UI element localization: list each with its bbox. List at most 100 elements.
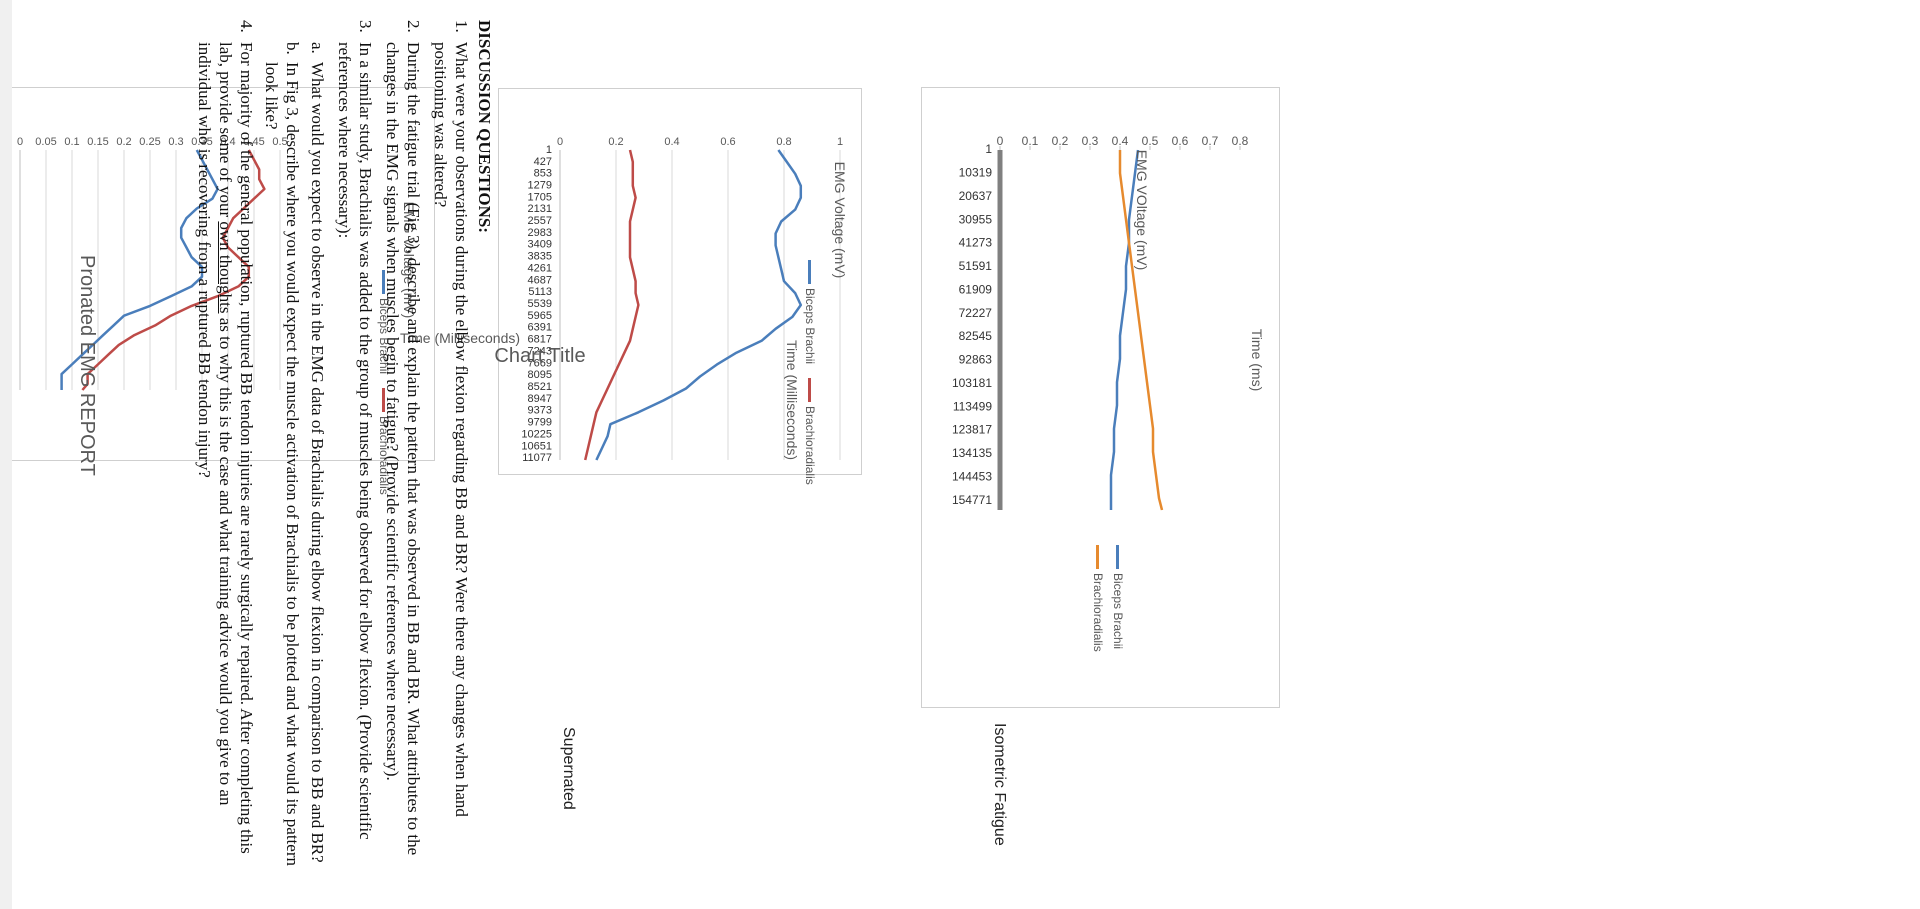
- legend-label: Biceps Brachii: [803, 288, 817, 365]
- x-tick-label: 7669: [528, 357, 552, 369]
- y-tick-label: 0.05: [35, 136, 56, 148]
- question-text: What were your observations during the e…: [431, 42, 471, 817]
- x-tick-label: 7243: [528, 345, 552, 357]
- pronated-chart-title: Pronated EMG REPORT: [76, 255, 98, 476]
- x-tick-label: 1: [985, 142, 992, 156]
- y-tick-label: 0.4: [1112, 134, 1129, 148]
- y-tick-label: 0.2: [116, 136, 131, 148]
- x-tick-label: 1705: [528, 191, 552, 203]
- x-tick-label: 3409: [528, 239, 552, 251]
- isometric-y-axis-label: EMG VOltage (mV): [1134, 149, 1150, 271]
- x-tick-label: 30955: [959, 212, 993, 226]
- legend-item-biceps: Biceps Brachii: [1111, 545, 1125, 649]
- x-tick-label: 20637: [959, 189, 993, 203]
- x-tick-label: 5539: [528, 298, 552, 310]
- y-tick-label: 0.5: [1142, 134, 1159, 148]
- x-tick-label: 1279: [528, 179, 552, 191]
- y-tick-label: 0.4: [220, 136, 235, 148]
- legend-item-brachioradialis: Brachioradialis: [803, 378, 817, 485]
- x-tick-label: 10651: [521, 440, 552, 452]
- x-tick-label: 9373: [528, 405, 552, 417]
- series-line-brachioradialis: [1118, 150, 1164, 511]
- question-4: 4. For majority of the general population…: [194, 20, 257, 870]
- legend-item-brachioradialis: Brachioradialis: [1091, 545, 1105, 652]
- x-tick-label: 11077: [522, 452, 552, 464]
- question-number: 3.: [356, 20, 375, 33]
- y-tick-label: 0.8: [776, 136, 791, 148]
- y-tick-label: 0.3: [168, 136, 183, 148]
- y-tick-label: 0.6: [1172, 134, 1189, 148]
- isometric-legend: Biceps Brachii Brachioradialis: [1091, 545, 1125, 652]
- question-number: 4.: [237, 20, 256, 33]
- x-tick-label: 5113: [528, 286, 552, 298]
- sub-question-label: b.: [283, 42, 302, 55]
- y-tick-label: 0.25: [139, 136, 160, 148]
- sub-question-text: What would you expect to observe in the …: [308, 62, 327, 863]
- x-tick-label: 4687: [528, 274, 552, 286]
- x-tick-label: 82545: [959, 329, 993, 343]
- x-tick-label: 61909: [959, 282, 993, 296]
- y-tick-label: 0.1: [64, 136, 79, 148]
- page-edge: [0, 0, 12, 909]
- x-tick-label: 5965: [528, 310, 552, 322]
- x-tick-label: 10319: [959, 166, 993, 180]
- y-tick-label: 0.35: [191, 136, 212, 148]
- question-1: 1. What were your observations during the…: [430, 20, 472, 870]
- x-tick-label: 72227: [959, 306, 993, 320]
- legend-label: Brachioradialis: [803, 406, 817, 485]
- x-tick-label: 2557: [528, 215, 552, 227]
- sub-question-label: a.: [308, 42, 327, 54]
- question-number: 2.: [404, 20, 423, 33]
- x-tick-label: 8095: [528, 369, 552, 381]
- y-tick-label: 0.2: [608, 136, 623, 148]
- x-tick-label: 427: [534, 156, 552, 168]
- x-tick-label: 2131: [528, 203, 552, 215]
- series-line-biceps-brachii: [60, 149, 219, 390]
- y-tick-label: 1: [837, 136, 843, 148]
- x-tick-label: 144453: [952, 469, 992, 483]
- x-tick-label: 41273: [959, 236, 993, 250]
- y-tick-label: 0.15: [87, 136, 108, 148]
- discussion-questions: DISCUSSION QUESTIONS: 1. What were your o…: [188, 20, 495, 870]
- y-tick-label: 0.2: [1052, 134, 1069, 148]
- x-tick-label: 103181: [952, 376, 992, 390]
- x-tick-label: 92863: [959, 353, 993, 367]
- question-text-underlined: own thoughts: [216, 221, 235, 314]
- x-tick-label: 113499: [953, 399, 992, 413]
- question-3b: b. In Fig 3, describe where you would exp…: [261, 42, 303, 870]
- x-tick-label: 8521: [528, 381, 552, 393]
- supinated-legend: Biceps Brachii Brachioradialis: [803, 260, 817, 485]
- x-tick-label: 6817: [528, 334, 552, 346]
- x-tick-label: 4261: [528, 262, 552, 274]
- y-tick-label: 0.5: [272, 136, 287, 148]
- question-text: For majority of the general population, …: [194, 42, 257, 870]
- y-tick-label: 0.4: [664, 136, 679, 148]
- y-tick-label: 0.7: [1202, 134, 1219, 148]
- x-tick-label: 6391: [528, 322, 552, 334]
- question-text: In a similar study, Brachialis was added…: [335, 42, 375, 840]
- y-tick-label: 0.6: [720, 136, 735, 148]
- x-tick-label: 3835: [528, 251, 552, 263]
- isometric-x-axis-label: Time (ms): [1249, 328, 1265, 392]
- x-tick-label: 10225: [521, 428, 552, 440]
- x-tick-label: 51591: [959, 259, 993, 273]
- x-tick-label: 9799: [528, 417, 552, 429]
- x-tick-label: 134135: [952, 446, 992, 460]
- x-tick-label: 2983: [528, 227, 552, 239]
- legend-swatch: [1096, 545, 1100, 569]
- legend-swatch: [1116, 545, 1120, 569]
- legend-swatch: [808, 260, 812, 284]
- x-tick-label: 154771: [952, 493, 992, 507]
- discussion-heading: DISCUSSION QUESTIONS:: [475, 20, 494, 234]
- y-tick-label: 0: [17, 136, 23, 148]
- legend-label: Brachioradialis: [1091, 573, 1105, 652]
- y-tick-label: 0.45: [243, 136, 264, 148]
- sub-question-text: In Fig 3, describe where you would expec…: [262, 62, 302, 866]
- supinated-y-axis-label: EMG Voltage (mV): [832, 161, 848, 279]
- legend-swatch: [808, 378, 812, 403]
- series-line-biceps-brachii: [595, 149, 803, 461]
- y-tick-label: 0.8: [1232, 134, 1249, 148]
- question-text: During the fatigue trial (Fig 3), descri…: [383, 42, 423, 856]
